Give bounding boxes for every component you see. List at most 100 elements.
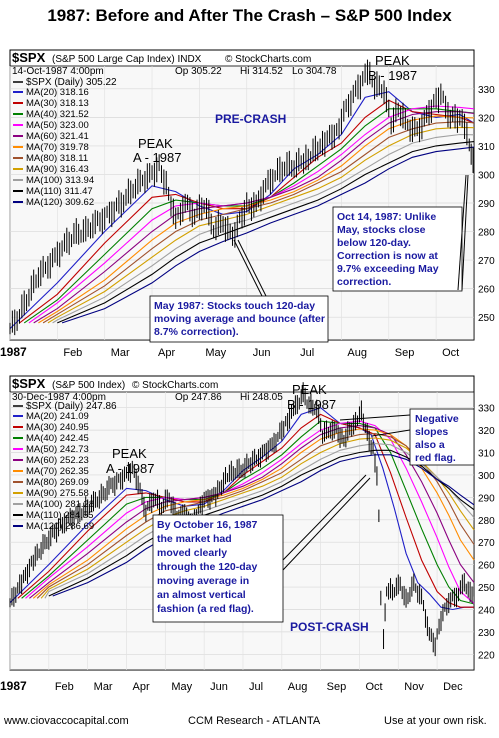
ma-line-ma40 [21,420,475,605]
x-tick-label: Apr [132,681,149,693]
legend-label: MA(110) 311.47 [26,186,93,197]
x-tick-label: Jul [249,681,263,693]
y-tick-label: 260 [478,561,495,572]
price-legend-label: $SPX (Daily) 247.86 [26,401,117,412]
x-tick-label: Apr [158,347,175,359]
note-may-text: moving average and bounce (after [154,313,325,325]
y-tick-label: 300 [478,170,495,181]
legend-label: MA(110) 284.55 [26,510,93,521]
x-tick-label: Jun [253,347,271,359]
ma-line-ma80 [42,121,475,324]
ma-line-ma120 [61,146,475,324]
y-tick-label: 220 [478,650,495,661]
y-tick-label: 290 [478,493,495,504]
y-tick-label: 330 [478,404,495,415]
x-tick-label: Nov [404,681,424,693]
legend-label: MA(90) 275.58 [26,488,89,499]
peak-a-label: A - 1987 [133,150,181,165]
price-legend-label: $SPX (Daily) 305.22 [26,77,117,88]
y-tick-label: 230 [478,628,495,639]
y-tick-label: 280 [478,228,495,239]
x-tick-label: Jun [210,681,228,693]
ma-line-ma60 [33,111,475,324]
note-slopes-pointer [339,414,411,421]
symbol-description: (S&P 500 Index) [52,380,125,391]
ma-line-ma90 [47,126,475,324]
note-oct14-text: Oct 14, 1987: Unlike [337,211,436,223]
date-label: 30-Dec-1987 4:00pm [12,392,106,403]
note-may-text: 8.7% correction). [154,326,239,338]
x-tick-label: Mar [94,681,113,693]
x-tick-label: Feb [63,347,82,359]
page-title: 1987: Before and After The Crash – S&P 5… [47,6,452,25]
ma-line-ma50 [28,105,475,324]
note-oct16-text: By October 16, 1987 [157,519,258,531]
note-slopes-pointer [371,429,411,437]
note-oct14-text: May, stocks close [337,224,426,236]
x-tick-label: Oct [442,347,459,359]
y-tick-label: 290 [478,199,495,210]
peak-a-label: PEAK [138,136,173,151]
note-oct14-box [332,206,463,292]
y-tick-label: 330 [478,85,495,96]
post-crash-label: POST-CRASH [290,620,369,634]
legend-label: MA(100) 281.28 [26,499,94,510]
high-label: Hi 248.05 [240,392,283,403]
note-oct14-text: 9.7% exceeding May [337,263,439,275]
y-tick-label: 280 [478,516,495,527]
open-label: Op 247.86 [175,392,222,403]
x-tick-label: Aug [347,347,367,359]
y-tick-label: 260 [478,285,495,296]
ma-line-ma70 [38,115,475,324]
ma-line-ma70 [32,428,475,599]
peak-a-label: PEAK [112,446,147,461]
note-oct16-box [152,514,284,623]
legend-label: MA(100) 313.94 [26,175,94,186]
note-slopes-text: Negative [415,413,459,425]
note-oct16-text: the market had [157,533,232,545]
symbol-label: $SPX [12,376,46,391]
y-tick-label: 310 [478,142,495,153]
legend-label: MA(60) 321.41 [26,131,89,142]
note-oct14-text: correction. [337,276,391,288]
x-tick-label: May [171,681,192,693]
legend-label: MA(120) 309.62 [26,197,94,208]
ma-line-ma100 [52,133,475,324]
legend-label: MA(20) 241.09 [26,411,89,422]
legend-label: MA(30) 318.13 [26,98,89,109]
note-may-text: May 1987: Stocks touch 120-day [154,300,315,312]
y-tick-label: 250 [478,583,495,594]
note-oct16-text: moving average in [157,575,249,587]
note-may-box [149,295,329,343]
chart-panel-1: 250 260 270 280 290 300 310 320 330 1987 Feb Mar Apr… [0,49,495,359]
note-may-pointer [237,239,267,297]
ma-line-ma30 [19,99,475,324]
ma-line-ma100 [44,443,475,599]
y-tick-label: 270 [478,256,495,267]
ma-line-ma50 [25,420,475,604]
footer-research: CCM Research - ATLANTA [188,715,321,727]
price-series [9,59,474,336]
legend-label: MA(40) 321.52 [26,109,89,120]
x-tick-label: Aug [288,681,308,693]
price-series [9,382,475,657]
x-tick-label: Dec [443,681,463,693]
y-tick-label: 240 [478,605,495,616]
legend-label: MA(40) 242.45 [26,433,89,444]
peak-b-label: PEAK [375,53,410,68]
legend-label: MA(20) 318.16 [26,87,89,98]
x-tick-label: Sep [327,681,347,693]
symbol-label: $SPX [12,50,46,65]
y-tick-label: 310 [478,449,495,460]
legend-label: MA(80) 318.11 [26,153,88,164]
ma-line-ma60 [29,425,475,599]
y-tick-label: 320 [478,426,495,437]
note-oct16-text: moved clearly [157,547,227,559]
low-label: Lo 304.78 [292,66,337,77]
legend-label: MA(50) 323.00 [26,120,89,131]
legend-label: MA(120) 286.69 [26,521,94,532]
legend-label: MA(70) 319.78 [26,142,89,153]
note-oct14-text: Correction is now at [337,250,438,262]
